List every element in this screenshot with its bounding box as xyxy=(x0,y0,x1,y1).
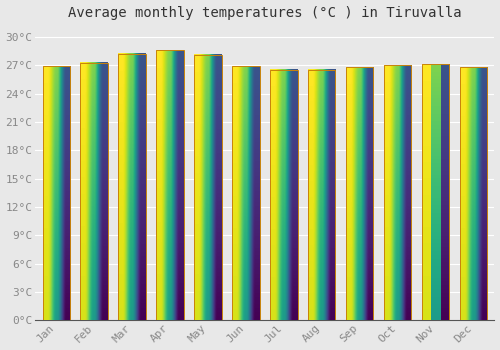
Bar xyxy=(232,66,260,320)
Bar xyxy=(118,54,146,320)
Bar xyxy=(42,66,70,320)
Bar xyxy=(384,65,411,320)
Bar xyxy=(194,55,222,320)
Bar xyxy=(346,67,374,320)
Bar xyxy=(422,64,450,320)
Bar xyxy=(460,67,487,320)
Bar xyxy=(156,50,184,320)
Bar xyxy=(308,70,336,320)
Bar xyxy=(270,70,297,320)
Title: Average monthly temperatures (°C ) in Tiruvalla: Average monthly temperatures (°C ) in Ti… xyxy=(68,6,462,20)
Bar xyxy=(80,63,108,320)
